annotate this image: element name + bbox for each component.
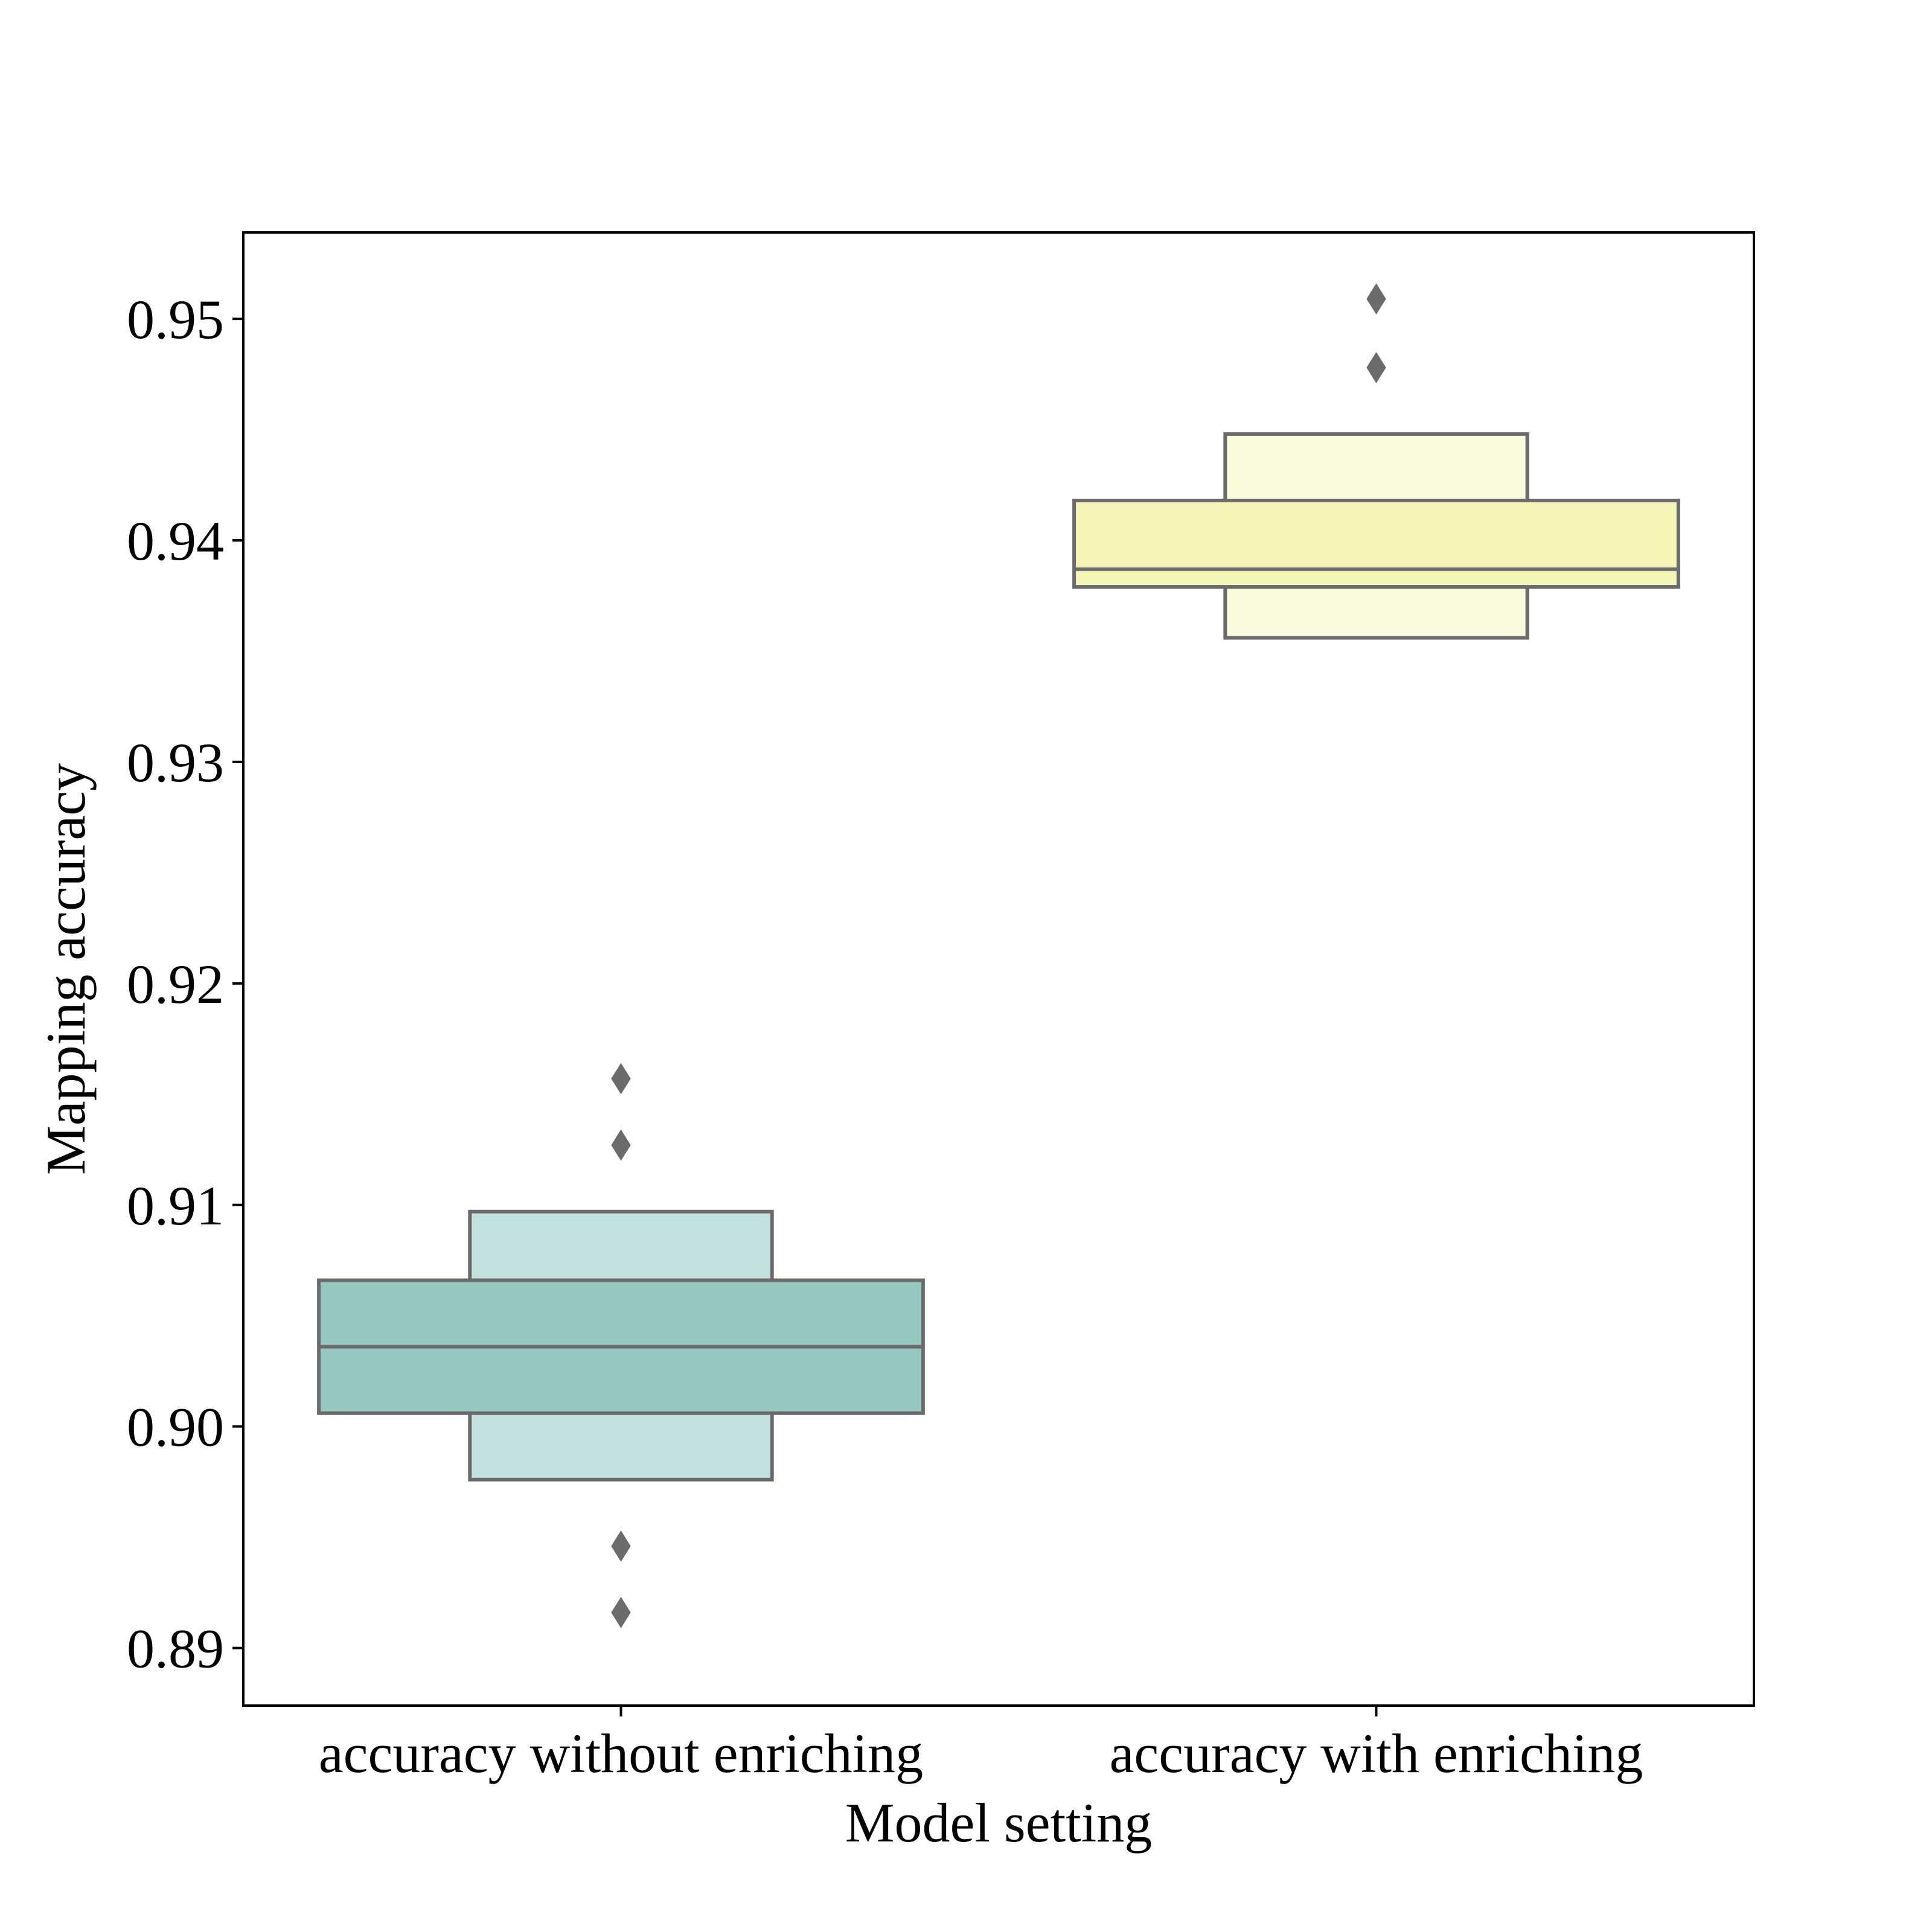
y-tick-label: 0.90 <box>127 1396 224 1458</box>
y-tick-label: 0.93 <box>127 732 224 793</box>
axes-frame <box>242 231 1755 1707</box>
outlier-point <box>611 1530 631 1562</box>
outlier-point <box>611 1063 631 1095</box>
x-axis-label: Model setting <box>845 1792 1153 1854</box>
y-tick-label: 0.95 <box>127 289 224 350</box>
outlier-point <box>611 1597 631 1628</box>
outlier-point <box>1366 351 1386 383</box>
outlier-point <box>611 1129 631 1161</box>
x-tick-label: accuracy with enriching <box>1110 1722 1643 1784</box>
y-axis-label: Mapping accuracy <box>35 763 97 1175</box>
y-axis: 0.89 0.90 0.91 0.92 0.93 0.94 0.95 <box>127 289 243 1680</box>
boxen-box <box>1072 498 1680 589</box>
x-axis: accuracy without enriching accuracy with … <box>319 1706 1643 1784</box>
outlier-point <box>1366 283 1386 315</box>
y-tick-label: 0.92 <box>127 953 224 1015</box>
plot-area <box>317 283 1680 1628</box>
y-tick-label: 0.89 <box>127 1618 224 1680</box>
y-tick-label: 0.91 <box>127 1175 224 1236</box>
boxen-group <box>317 1063 925 1628</box>
x-tick-label: accuracy without enriching <box>319 1722 923 1784</box>
boxen-group <box>1072 283 1680 640</box>
y-tick-label: 0.94 <box>127 510 224 572</box>
